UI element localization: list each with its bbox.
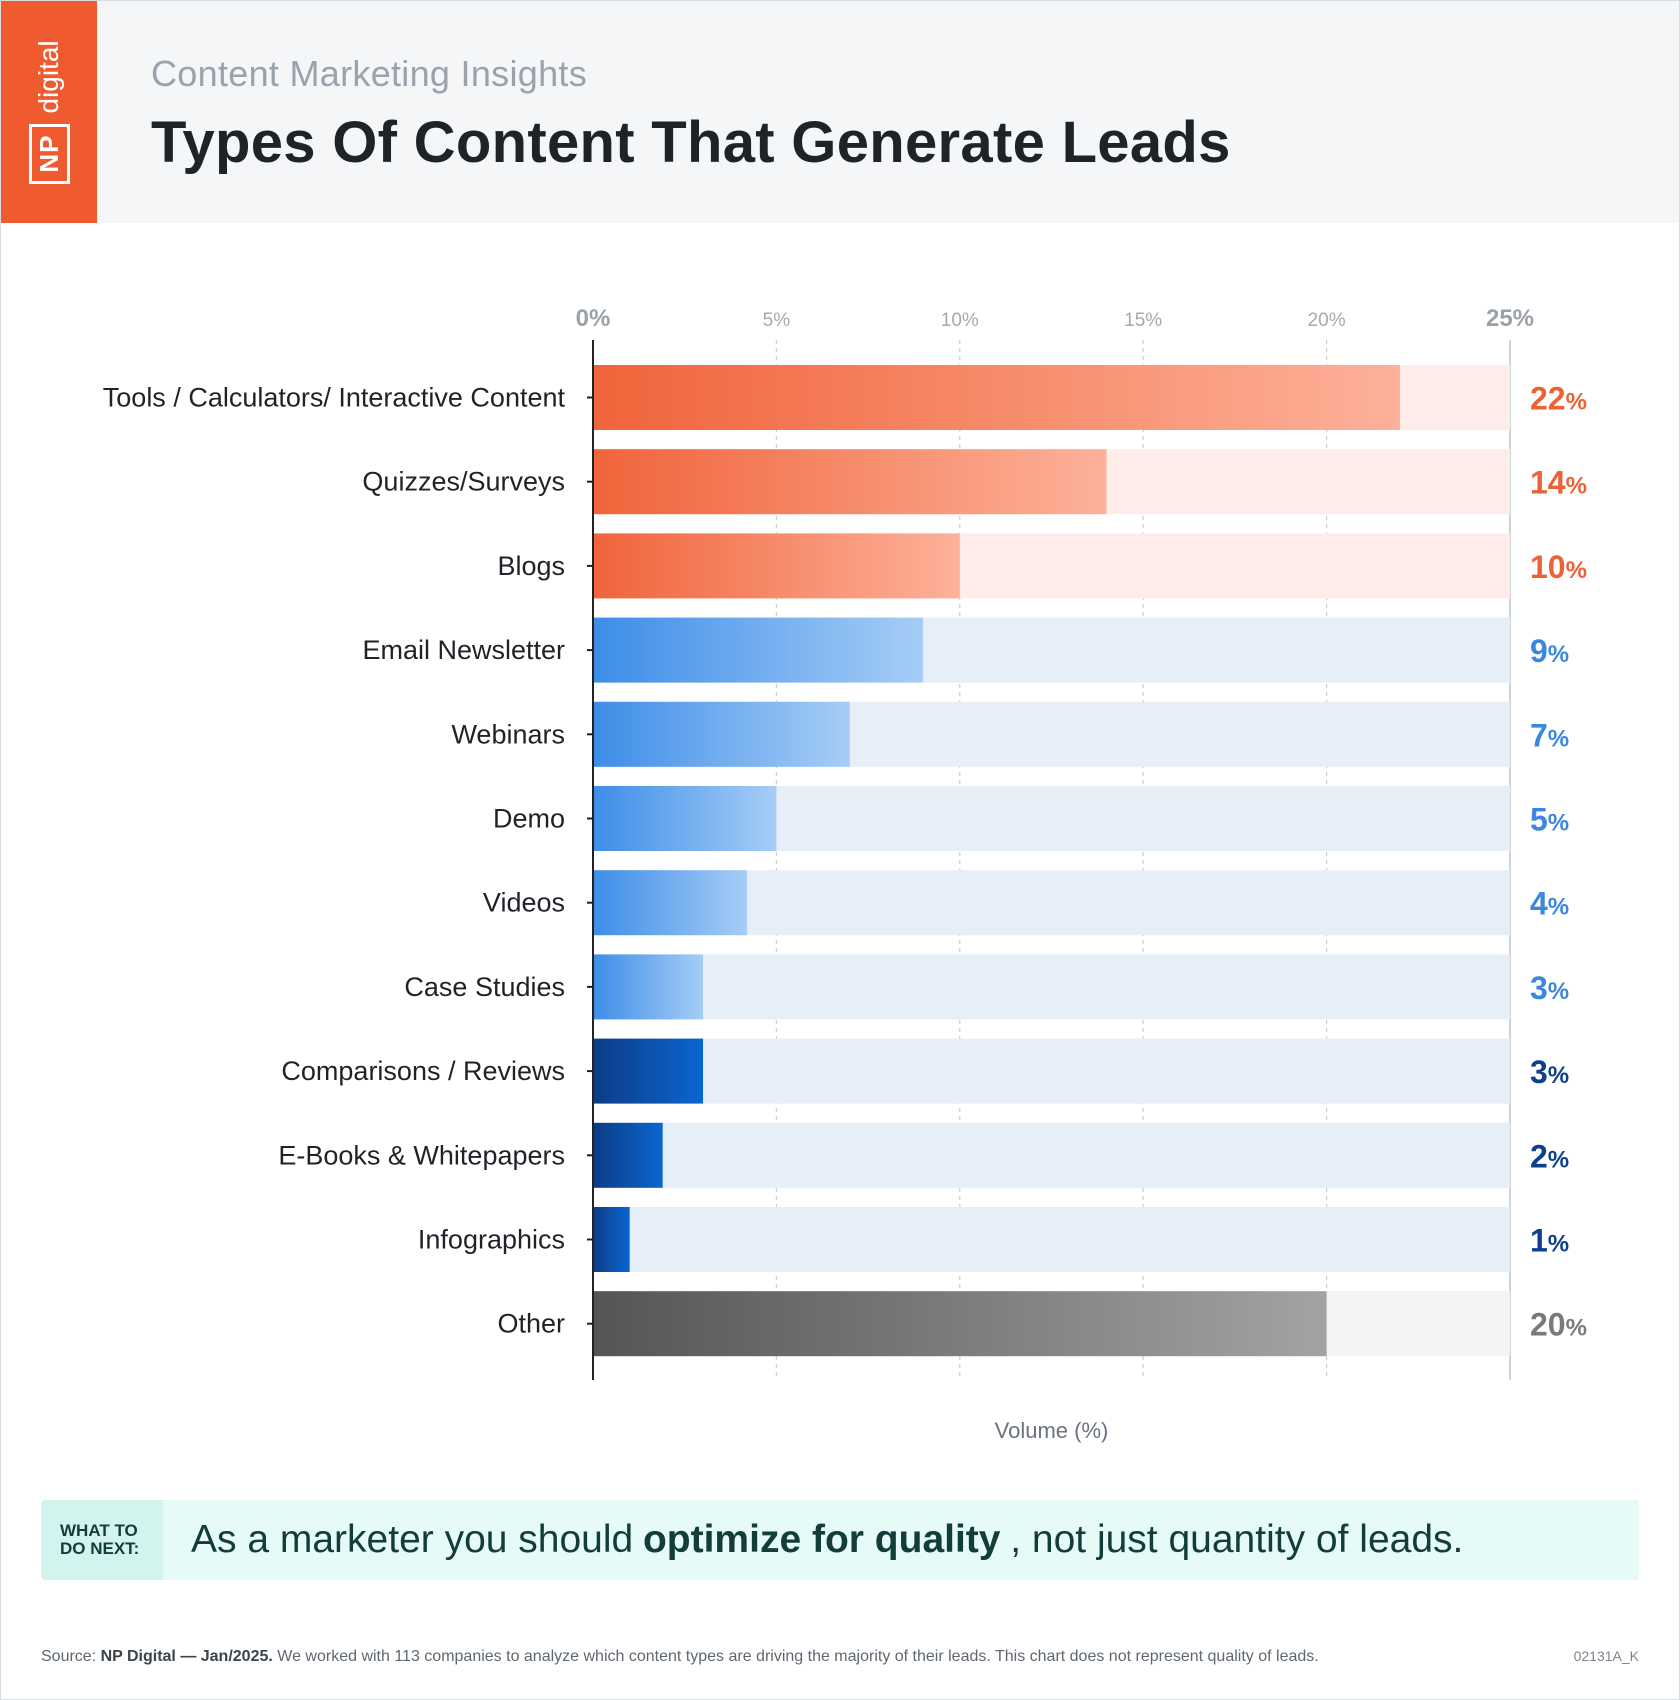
value-label: 4% <box>1530 886 1569 922</box>
category-label: Other <box>497 1309 565 1339</box>
bar <box>593 870 748 936</box>
source-prefix: Source: <box>41 1648 97 1665</box>
category-label: Demo <box>493 804 565 834</box>
value-label: 14% <box>1530 465 1587 501</box>
bar-track <box>593 954 1510 1020</box>
subtitle: Content Marketing Insights <box>151 53 588 94</box>
x-tick-label: 0% <box>576 305 611 332</box>
category-label: Infographics <box>418 1225 565 1255</box>
header: Content Marketing Insights Types Of Cont… <box>1 1 1679 223</box>
value-label: 3% <box>1530 1054 1569 1090</box>
chart-ticks: 0% 5% 10% 15% 20% 25% <box>576 305 1534 332</box>
callout-label: WHAT TO DO NEXT: <box>41 1500 163 1580</box>
brand-logo: NP digital <box>1 1 97 223</box>
bar <box>593 701 850 767</box>
value-label: 3% <box>1530 970 1569 1006</box>
category-label: Quizzes/Surveys <box>362 467 565 497</box>
source-name: NP Digital — Jan/2025. <box>100 1648 273 1665</box>
category-label: Videos <box>483 888 565 918</box>
bar <box>593 786 777 851</box>
bar <box>593 1038 704 1104</box>
category-label: Webinars <box>451 719 565 749</box>
callout-text-after: , not just quantity of leads. <box>1010 1518 1464 1561</box>
chart-axis <box>587 340 594 1380</box>
source-footer: Source: NP Digital — Jan/2025. We worked… <box>41 1648 1641 1666</box>
x-tick-label: 15% <box>1124 310 1162 331</box>
category-label: Comparisons / Reviews <box>281 1056 565 1086</box>
bar <box>593 954 704 1020</box>
value-label: 20% <box>1530 1307 1587 1343</box>
chart-category-labels: Tools / Calculators/ Interactive Content… <box>103 383 566 1339</box>
source-text: We worked with 113 companies to analyze … <box>277 1648 1319 1665</box>
value-label: 7% <box>1530 717 1569 753</box>
value-label: 10% <box>1530 549 1587 585</box>
bar <box>593 1207 630 1272</box>
value-label: 9% <box>1530 633 1569 669</box>
value-label: 1% <box>1530 1223 1569 1259</box>
chart-grid <box>775 340 1511 1380</box>
category-label: Case Studies <box>404 972 565 1002</box>
bar <box>593 449 1107 515</box>
bar <box>593 533 960 599</box>
value-label: 5% <box>1530 802 1569 838</box>
chart-bars <box>593 365 1400 1357</box>
callout-label-text: WHAT TO DO NEXT: <box>60 1521 140 1558</box>
page-title: Types Of Content That Generate Leads <box>151 110 1231 175</box>
callout-text: As a marketer you should optimize for qu… <box>191 1500 1463 1580</box>
category-label: Email Newsletter <box>362 635 565 665</box>
brand-np: NP <box>28 123 70 184</box>
category-label: Blogs <box>497 551 565 581</box>
bar-track <box>593 1122 1510 1188</box>
x-axis-title: Volume (%) <box>995 1418 1109 1443</box>
x-tick-label: 25% <box>1486 305 1534 332</box>
x-tick-label: 10% <box>941 310 979 331</box>
value-label: 22% <box>1530 381 1587 417</box>
value-label: 2% <box>1530 1138 1569 1174</box>
what-to-do-next-callout: WHAT TO DO NEXT: As a marketer you shoul… <box>41 1500 1639 1580</box>
bar-track <box>593 1207 1510 1272</box>
bar <box>593 1291 1327 1357</box>
bar <box>593 1122 663 1188</box>
chart-value-labels: 22% 14% 10% 9% 7% 5% 4% 3% 3% 2% 1% 20% <box>1530 381 1587 1343</box>
x-tick-label: 5% <box>763 310 791 331</box>
brand-logo-text: NP digital <box>19 12 79 212</box>
x-tick-label: 20% <box>1308 310 1346 331</box>
bar <box>593 365 1400 430</box>
category-label: Tools / Calculators/ Interactive Content <box>103 383 566 413</box>
bar <box>593 617 924 683</box>
callout-text-before: As a marketer you should <box>191 1518 634 1561</box>
brand-digital: digital <box>33 40 64 114</box>
footer-code: 02131A_K <box>1573 1648 1639 1664</box>
bar-chart: 0% 5% 10% 15% 20% 25% Tools / Calculators/ In… <box>103 305 1587 1443</box>
category-label: E-Books & Whitepapers <box>278 1140 565 1170</box>
callout-text-bold: optimize for quality <box>642 1518 1001 1561</box>
bar-track <box>593 1038 1510 1104</box>
